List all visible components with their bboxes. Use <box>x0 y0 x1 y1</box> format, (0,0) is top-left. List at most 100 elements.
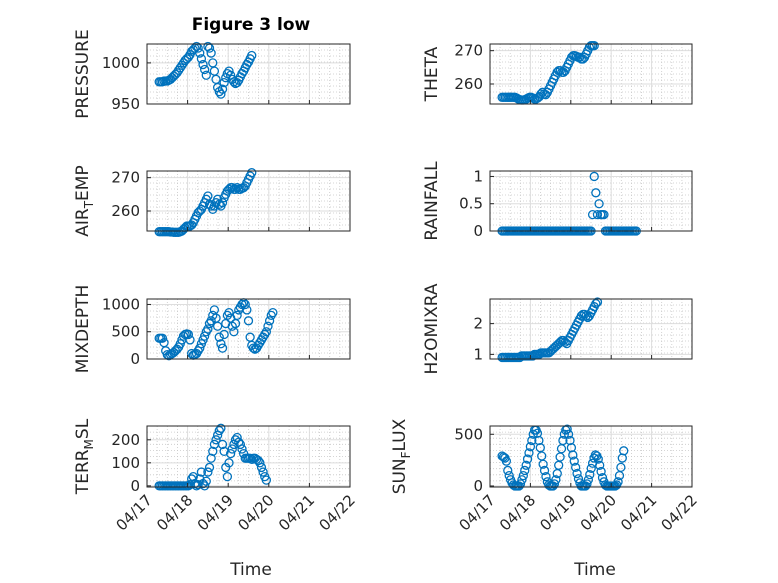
data-point <box>518 470 528 481</box>
axes-frame <box>146 425 351 488</box>
data-point <box>245 453 255 463</box>
data-point <box>238 183 249 193</box>
y-tick-label: 260 <box>454 75 483 93</box>
data-point <box>558 67 569 77</box>
y-tick-label: 1000 <box>102 54 140 72</box>
data-point <box>578 54 588 64</box>
y-axis-label: TERRMSL <box>73 418 96 495</box>
x-axis-label-left: Time <box>229 560 272 580</box>
data-point <box>200 64 210 75</box>
data-point <box>195 206 205 216</box>
data-point <box>243 316 254 326</box>
data-point <box>204 199 215 209</box>
data-point <box>169 347 179 358</box>
data-point <box>165 74 176 84</box>
data-point <box>237 444 247 454</box>
axes-frame <box>146 170 351 232</box>
data-point <box>591 188 601 198</box>
y-axis-label: AIRTEMP <box>73 165 96 236</box>
data-point <box>188 471 198 482</box>
axes-frame <box>489 170 693 232</box>
data-point <box>227 444 237 454</box>
data-point <box>240 299 250 310</box>
data-point <box>216 339 226 349</box>
y-tick-label: 100 <box>111 454 140 472</box>
data-point <box>592 297 603 307</box>
data-point <box>216 89 226 99</box>
data-point <box>589 41 599 51</box>
data-point <box>563 429 574 439</box>
data-point <box>592 209 603 220</box>
data-point <box>237 299 247 310</box>
data-point <box>527 435 537 446</box>
data-point <box>174 65 184 75</box>
data-point <box>582 479 592 489</box>
data-point <box>193 480 203 490</box>
data-point <box>568 450 578 460</box>
data-point <box>185 335 195 345</box>
data-point <box>196 54 207 64</box>
data-point <box>520 465 530 476</box>
data-point <box>596 466 606 477</box>
data-point <box>203 324 213 334</box>
axes-frame <box>489 298 693 360</box>
subplot-theta: 260 270 THETA <box>422 41 693 105</box>
data-point <box>206 316 216 326</box>
data-point <box>224 307 234 318</box>
data-point <box>503 465 513 476</box>
data-point <box>172 68 182 78</box>
data-point <box>214 425 224 436</box>
data-point <box>522 454 533 464</box>
data-point <box>219 446 229 456</box>
data-point <box>247 168 257 178</box>
data-point <box>217 198 228 208</box>
data-point <box>261 475 272 485</box>
data-point <box>219 77 229 88</box>
data-point <box>524 448 534 458</box>
y-tick-label: 0 <box>130 350 140 368</box>
data-point <box>591 298 601 309</box>
data-point <box>195 343 205 353</box>
data-point <box>613 477 623 487</box>
data-point <box>247 50 257 61</box>
data-point <box>224 66 234 76</box>
data-point <box>589 171 599 182</box>
axes-frame <box>146 298 351 360</box>
data-point <box>217 84 228 94</box>
data-point <box>232 310 242 321</box>
data-point <box>216 423 226 433</box>
data-point <box>183 329 194 340</box>
data-point <box>545 346 556 356</box>
data-point <box>268 307 278 318</box>
data-point <box>559 429 569 439</box>
data-point <box>224 458 234 468</box>
subplot-pressure: 950 1000 PRESSURE <box>73 29 351 119</box>
data-point <box>196 467 207 477</box>
y-tick-label: 950 <box>111 95 140 113</box>
data-point <box>222 471 233 482</box>
data-point <box>206 453 216 463</box>
data-point <box>585 469 595 480</box>
y-tick-label: 1000 <box>102 295 140 313</box>
data-point <box>562 424 572 434</box>
data-point <box>167 73 177 83</box>
data-point <box>203 467 213 477</box>
data-point <box>201 70 211 80</box>
data-point <box>569 456 579 466</box>
data-point <box>552 340 562 350</box>
data-point <box>544 348 554 358</box>
data-point <box>255 458 265 468</box>
axes-frame <box>146 43 351 105</box>
data-point <box>551 475 561 485</box>
data-point <box>217 439 228 450</box>
data-point <box>583 475 594 485</box>
y-tick-label: 2 <box>473 315 483 333</box>
data-point <box>256 462 267 473</box>
y-tick-label: 270 <box>454 42 483 60</box>
data-point <box>204 462 215 473</box>
data-point <box>264 316 275 326</box>
y-axis-label: MIXDEPTH <box>73 285 93 374</box>
y-axis-label: PRESSURE <box>73 29 93 118</box>
